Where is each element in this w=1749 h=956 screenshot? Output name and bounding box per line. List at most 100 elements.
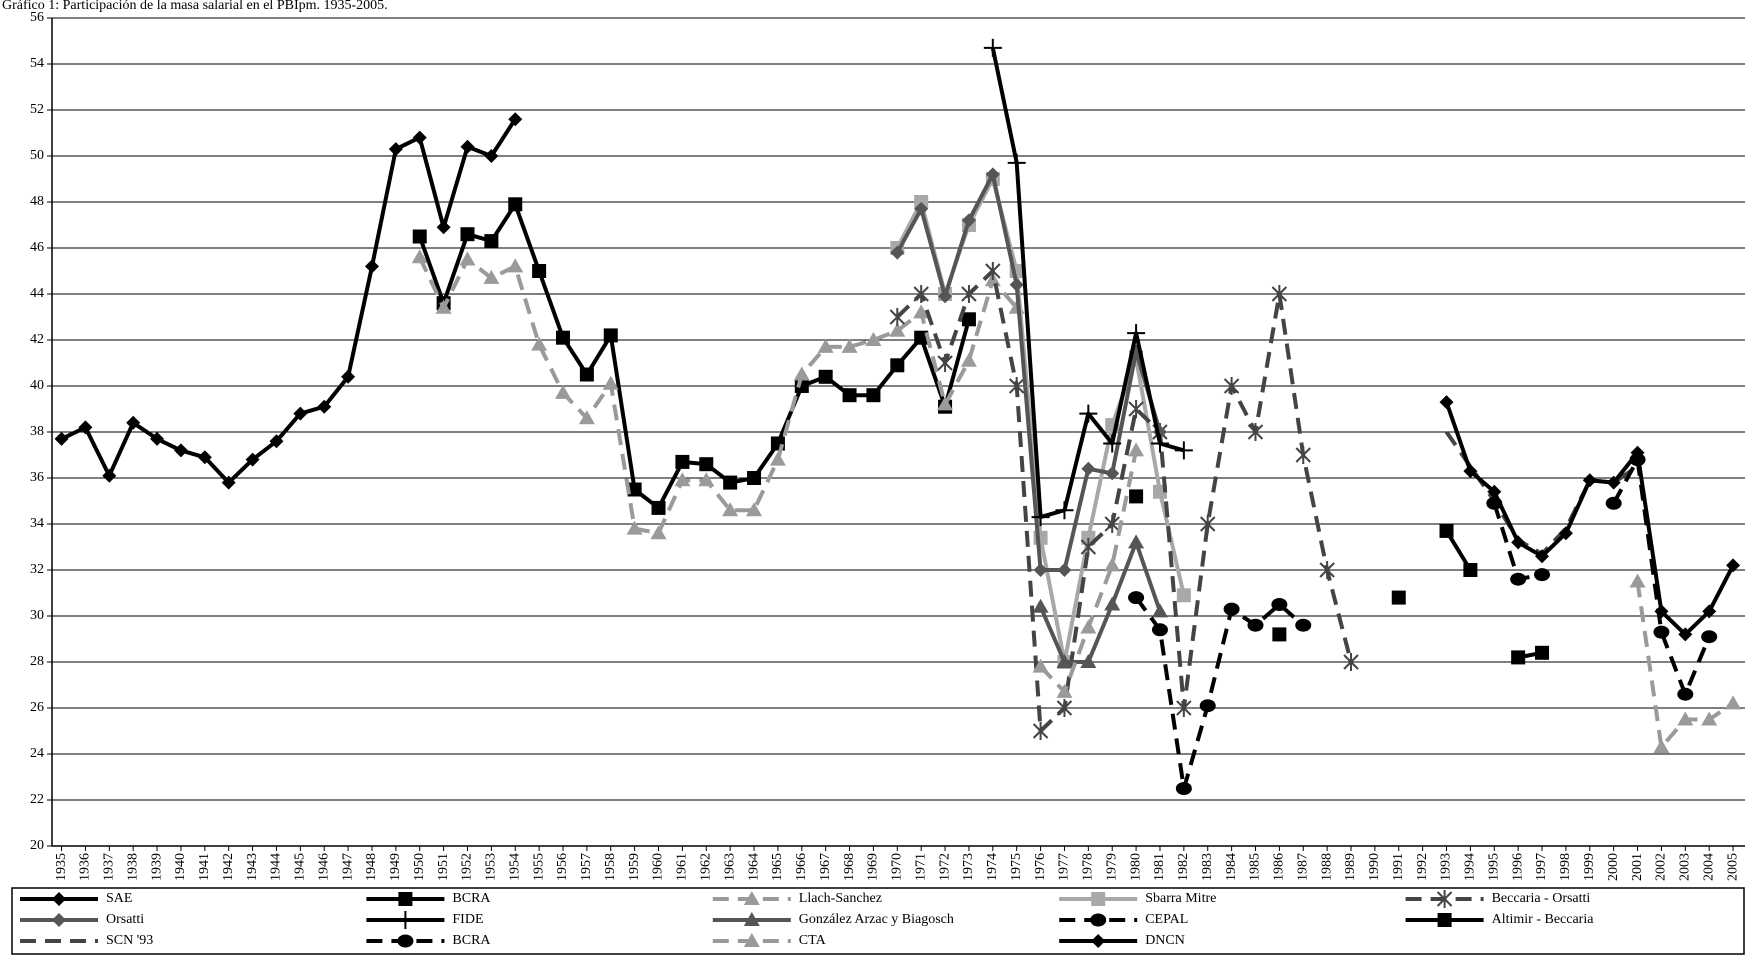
legend-label: Beccaria - Orsatti xyxy=(1492,891,1591,906)
x-tick-label: 1943 xyxy=(245,853,260,881)
marker xyxy=(889,322,906,337)
marker xyxy=(651,500,666,515)
marker xyxy=(1463,563,1478,577)
legend-label: FIDE xyxy=(452,912,483,927)
series-line xyxy=(417,202,971,510)
marker xyxy=(722,502,739,517)
marker xyxy=(1726,558,1741,573)
chart-title: Gráfico 1: Participación de la masa sala… xyxy=(2,0,388,13)
y-tick-label: 38 xyxy=(30,424,44,439)
legend-label: BCRA xyxy=(452,933,491,948)
marker xyxy=(1080,538,1097,556)
marker xyxy=(197,450,212,465)
y-tick-label: 46 xyxy=(30,240,44,255)
marker xyxy=(1091,892,1106,906)
marker xyxy=(841,338,858,353)
marker xyxy=(1056,654,1073,668)
x-tick-label: 1982 xyxy=(1176,853,1191,881)
x-tick-label: 1976 xyxy=(1033,853,1048,881)
legend-label: CEPAL xyxy=(1145,912,1188,927)
marker xyxy=(1725,695,1742,710)
marker xyxy=(889,308,906,326)
marker xyxy=(436,220,451,235)
x-tick-label: 1986 xyxy=(1272,853,1287,881)
marker xyxy=(1271,285,1288,303)
x-tick-label: 1974 xyxy=(985,853,1000,881)
marker xyxy=(1535,549,1550,564)
marker xyxy=(914,330,929,345)
marker xyxy=(1081,461,1096,476)
marker xyxy=(743,891,760,905)
x-tick-label: 2003 xyxy=(1678,853,1693,881)
x-tick-label: 1980 xyxy=(1128,853,1143,881)
marker xyxy=(1653,739,1670,754)
legend-label: SAE xyxy=(106,891,132,906)
x-tick-label: 1939 xyxy=(149,853,164,881)
marker xyxy=(435,299,452,314)
x-tick-label: 1999 xyxy=(1582,853,1597,881)
x-tick-label: 1961 xyxy=(675,853,690,881)
marker xyxy=(866,388,881,403)
marker xyxy=(675,454,690,469)
marker xyxy=(388,142,403,157)
x-tick-label: 1958 xyxy=(603,853,618,881)
x-tick-label: 1944 xyxy=(269,853,284,881)
marker xyxy=(603,328,618,343)
marker xyxy=(938,289,953,304)
marker xyxy=(1701,711,1718,726)
series-line xyxy=(895,177,1186,664)
legend-item: BCRA xyxy=(366,891,491,906)
marker xyxy=(411,249,428,264)
marker xyxy=(960,352,977,367)
marker xyxy=(985,262,1001,280)
marker xyxy=(817,338,834,353)
marker xyxy=(1295,618,1312,632)
x-tick-label: 1960 xyxy=(651,853,666,881)
marker xyxy=(1343,653,1359,671)
x-tick-label: 1975 xyxy=(1009,853,1024,881)
legend-item: Altimir - Beccaria xyxy=(1405,912,1594,927)
legend-label: BCRA xyxy=(452,891,491,906)
marker xyxy=(1056,683,1073,698)
marker xyxy=(78,420,93,435)
marker xyxy=(317,399,332,414)
marker xyxy=(484,234,499,249)
y-tick-label: 44 xyxy=(30,286,44,301)
marker xyxy=(1436,890,1453,908)
marker xyxy=(914,201,929,216)
x-tick-label: 1987 xyxy=(1295,853,1310,881)
y-tick-label: 52 xyxy=(30,102,44,117)
x-tick-label: 1973 xyxy=(961,853,976,881)
x-tick-label: 1984 xyxy=(1224,853,1239,881)
x-tick-label: 1957 xyxy=(579,853,594,881)
y-tick-label: 22 xyxy=(30,792,44,807)
marker xyxy=(1463,464,1478,479)
legend-item: CEPAL xyxy=(1059,912,1188,927)
x-tick-label: 1949 xyxy=(388,853,403,881)
x-tick-label: 1970 xyxy=(890,853,905,881)
marker xyxy=(1437,913,1452,927)
marker xyxy=(1605,496,1622,510)
x-tick-label: 1936 xyxy=(78,853,93,881)
marker xyxy=(743,933,760,947)
marker xyxy=(1223,377,1240,395)
legend-item: González Arzac y Biagosch xyxy=(712,912,954,927)
y-tick-label: 50 xyxy=(30,148,44,163)
marker xyxy=(1534,568,1551,582)
marker xyxy=(1487,484,1502,499)
x-tick-label: 1966 xyxy=(794,853,809,881)
x-tick-label: 1938 xyxy=(125,853,140,881)
marker xyxy=(1057,563,1072,577)
marker xyxy=(1247,423,1264,441)
series-line xyxy=(1038,540,1162,664)
x-tick-label: 1983 xyxy=(1200,853,1215,881)
marker xyxy=(398,892,413,906)
marker xyxy=(1105,466,1120,481)
x-tick-label: 1989 xyxy=(1343,853,1358,881)
marker xyxy=(54,431,69,446)
x-tick-label: 1940 xyxy=(173,853,188,881)
marker xyxy=(52,892,66,906)
marker xyxy=(1701,630,1718,644)
x-tick-label: 1995 xyxy=(1486,853,1501,881)
x-tick-label: 1997 xyxy=(1534,853,1549,881)
